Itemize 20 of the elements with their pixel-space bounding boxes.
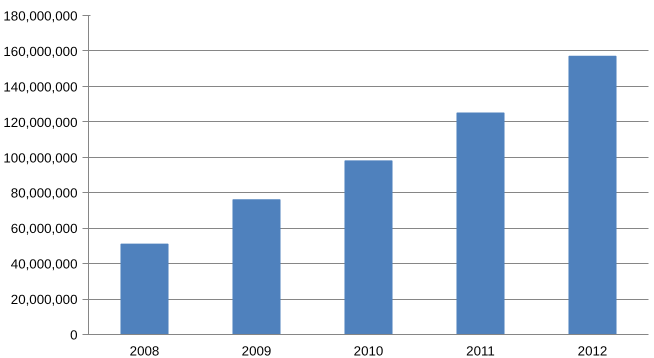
x-tick-label: 2012	[578, 344, 608, 358]
bar	[344, 160, 393, 334]
y-tick-label: 60,000,000	[10, 221, 78, 236]
y-tick-label: 160,000,000	[3, 44, 78, 59]
y-tick-label: 100,000,000	[3, 150, 78, 166]
bar	[568, 56, 617, 334]
y-tick-label: 180,000,000	[3, 8, 78, 24]
x-tick-label: 2010	[354, 344, 384, 358]
x-tick-label: 2011	[466, 344, 495, 358]
x-tick-label: 2009	[242, 344, 272, 358]
y-tick-label: 120,000,000	[3, 114, 78, 130]
bar	[456, 112, 505, 334]
y-tick-label: 40,000,000	[10, 256, 78, 272]
x-tick-label: 2008	[130, 344, 160, 358]
bar	[232, 199, 281, 334]
y-tick-label: 140,000,000	[3, 79, 78, 94]
bar	[120, 244, 169, 334]
y-tick-label: 0	[70, 328, 78, 342]
y-tick-label: 20,000,000	[10, 292, 78, 308]
y-tick-label: 80,000,000	[10, 186, 78, 201]
